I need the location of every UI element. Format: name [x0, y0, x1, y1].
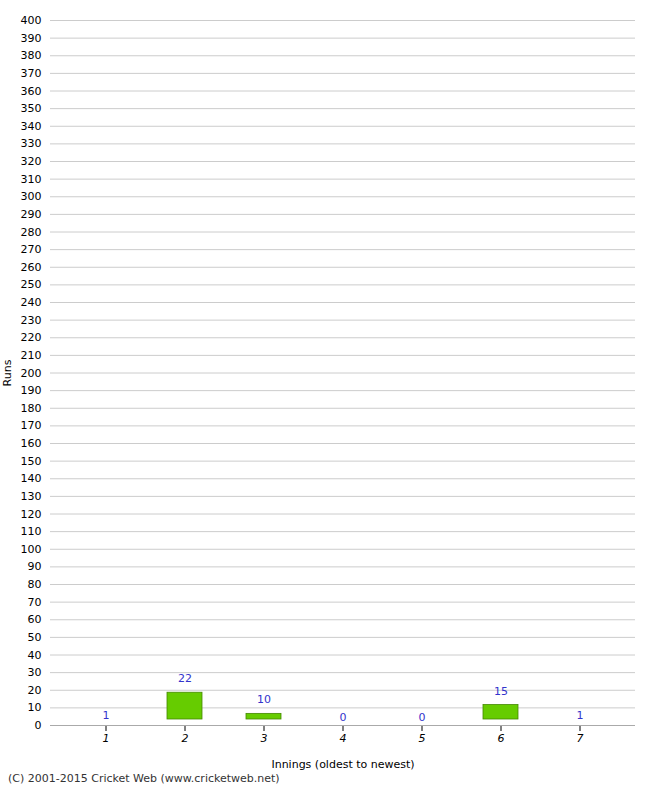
- svg-text:240: 240: [21, 296, 42, 309]
- svg-text:190: 190: [21, 384, 42, 397]
- svg-text:160: 160: [21, 437, 42, 450]
- svg-text:30: 30: [28, 666, 42, 679]
- svg-text:1: 1: [103, 709, 110, 722]
- svg-text:280: 280: [21, 226, 42, 239]
- svg-text:250: 250: [21, 278, 42, 291]
- svg-text:1: 1: [577, 709, 584, 722]
- svg-text:0: 0: [340, 711, 347, 724]
- svg-text:210: 210: [21, 349, 42, 362]
- svg-text:10: 10: [257, 693, 271, 706]
- svg-text:230: 230: [21, 314, 42, 327]
- svg-text:200: 200: [21, 367, 42, 380]
- svg-text:380: 380: [21, 49, 42, 62]
- svg-text:20: 20: [28, 684, 42, 697]
- svg-text:80: 80: [28, 578, 42, 591]
- svg-text:0: 0: [35, 719, 42, 732]
- svg-text:320: 320: [21, 155, 42, 168]
- svg-text:110: 110: [21, 525, 42, 538]
- svg-text:60: 60: [28, 613, 42, 626]
- svg-text:120: 120: [21, 508, 42, 521]
- svg-text:330: 330: [21, 137, 42, 150]
- svg-text:170: 170: [21, 419, 42, 432]
- svg-text:310: 310: [21, 173, 42, 186]
- svg-text:220: 220: [21, 331, 42, 344]
- svg-text:5: 5: [419, 732, 426, 745]
- svg-text:130: 130: [21, 490, 42, 503]
- svg-text:40: 40: [28, 649, 42, 662]
- svg-text:100: 100: [21, 543, 42, 556]
- svg-text:7: 7: [577, 732, 584, 745]
- svg-text:15: 15: [494, 685, 508, 698]
- svg-text:260: 260: [21, 261, 42, 274]
- html-text:(C) 2001-2015 Cricket Web (www: (C) 2001-2015 Cricket Web (www.cricketwe…: [8, 772, 280, 785]
- svg-text:290: 290: [21, 208, 42, 221]
- svg-text:70: 70: [28, 596, 42, 609]
- svg-text:180: 180: [21, 402, 42, 415]
- svg-text:Innings (oldest to newest): Innings (oldest to newest): [271, 758, 414, 771]
- svg-text:50: 50: [28, 631, 42, 644]
- svg-text:0: 0: [419, 711, 426, 724]
- svg-text:4: 4: [340, 732, 347, 745]
- svg-text:390: 390: [21, 32, 42, 45]
- svg-text:150: 150: [21, 455, 42, 468]
- svg-text:90: 90: [28, 560, 42, 573]
- svg-text:400: 400: [21, 14, 42, 27]
- svg-text:10: 10: [28, 701, 42, 714]
- svg-text:Runs: Runs: [1, 359, 14, 386]
- svg-text:350: 350: [21, 102, 42, 115]
- svg-text:340: 340: [21, 120, 42, 133]
- svg-text:22: 22: [178, 672, 192, 685]
- svg-text:140: 140: [21, 472, 42, 485]
- svg-text:360: 360: [21, 85, 42, 98]
- svg-text:270: 270: [21, 243, 42, 256]
- svg-text:2: 2: [182, 732, 189, 745]
- svg-text:6: 6: [498, 732, 505, 745]
- svg-text:370: 370: [21, 67, 42, 80]
- svg-text:1: 1: [103, 732, 110, 745]
- svg-text:300: 300: [21, 190, 42, 203]
- svg-text:3: 3: [261, 732, 268, 745]
